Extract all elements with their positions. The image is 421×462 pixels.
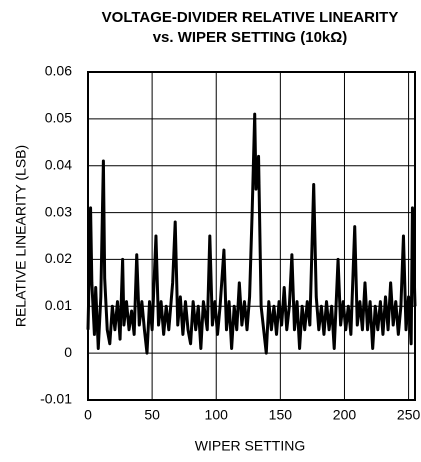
x-tick-label: 0 xyxy=(84,407,92,423)
x-tick-label: 50 xyxy=(144,407,160,423)
x-tick-label: 200 xyxy=(333,407,357,423)
y-axis-label: RELATIVE LINEARITY (LSB) xyxy=(13,145,29,327)
data-line xyxy=(86,112,417,355)
x-tick-label: 150 xyxy=(269,407,293,423)
y-tick-label: 0.05 xyxy=(45,110,72,126)
y-tick-label: 0.06 xyxy=(45,63,72,79)
y-tick-label: 0 xyxy=(64,344,72,360)
x-axis-label: WIPER SETTING xyxy=(195,438,305,454)
y-tick-label: 0.02 xyxy=(45,250,72,266)
x-tick-label: 100 xyxy=(205,407,229,423)
y-tick-label: -0.01 xyxy=(40,391,72,407)
y-tick-label: 0.04 xyxy=(45,156,72,172)
plot-frame xyxy=(87,71,416,401)
y-tick-label: 0.01 xyxy=(45,297,72,313)
chart-title: VOLTAGE-DIVIDER RELATIVE LINEARITY xyxy=(102,9,399,26)
y-tick-label: 0.03 xyxy=(45,203,72,219)
chart-subtitle: vs. WIPER SETTING (10kΩ) xyxy=(153,29,348,46)
x-tick-label: 250 xyxy=(397,407,421,423)
